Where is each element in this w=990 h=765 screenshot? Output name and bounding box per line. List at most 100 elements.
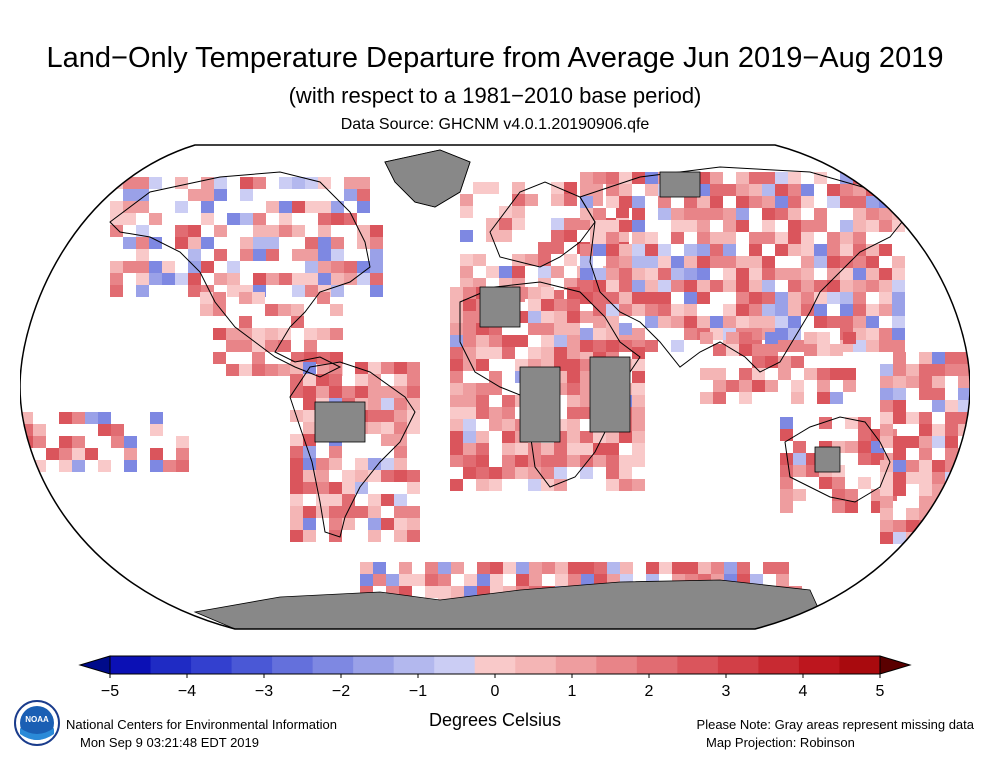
anomaly-cell [381, 422, 394, 434]
anomaly-cell [450, 419, 463, 431]
anomaly-cell [33, 424, 46, 436]
anomaly-cell [713, 368, 726, 380]
anomaly-cell [697, 268, 710, 280]
anomaly-cell [489, 335, 502, 347]
anomaly-cell [279, 213, 292, 225]
anomaly-cell [697, 208, 710, 220]
timestamp-label: Mon Sep 9 03:21:48 EDT 2019 [80, 735, 259, 750]
anomaly-cell [252, 364, 265, 376]
anomaly-cell [684, 196, 697, 208]
data-source-label: Data Source: GHCNM v4.0.1.20190906.qfe [340, 116, 650, 133]
anomaly-cell [606, 172, 619, 184]
anomaly-cell [710, 328, 723, 340]
anomaly-cell [593, 455, 606, 467]
anomaly-cell [619, 431, 632, 443]
colorbar-tick-label: 4 [799, 683, 808, 700]
anomaly-cell [619, 244, 632, 256]
anomaly-cell [580, 208, 593, 220]
anomaly-cell [176, 436, 189, 448]
anomaly-cell [580, 196, 593, 208]
anomaly-cell [580, 340, 593, 352]
anomaly-cell [945, 508, 958, 520]
anomaly-cell [136, 249, 149, 261]
anomaly-cell [227, 261, 240, 273]
anomaly-cell [827, 244, 840, 256]
anomaly-cell [303, 446, 316, 458]
anomaly-cell [541, 287, 554, 299]
anomaly-cell [749, 292, 762, 304]
anomaly-cell [919, 436, 932, 448]
colorbar-tick-label: 1 [568, 683, 577, 700]
anomaly-cell [239, 364, 252, 376]
anomaly-cell [149, 273, 162, 285]
anomaly-cell [700, 368, 713, 380]
north-america-outline [109, 171, 371, 378]
anomaly-cell [945, 364, 958, 376]
anomaly-cell [593, 244, 606, 256]
anomaly-cell [919, 496, 932, 508]
anomaly-cell [580, 244, 593, 256]
anomaly-cell [266, 201, 279, 213]
colorbar-tick-label: −3 [255, 683, 273, 700]
anomaly-cell [659, 562, 672, 574]
anomaly-cell [817, 332, 830, 344]
anomaly-cell [329, 446, 342, 458]
anomaly-cell [945, 412, 958, 424]
anomaly-cell [832, 477, 845, 489]
anomaly-cell [880, 364, 893, 376]
anomaly-cell [840, 280, 853, 292]
anomaly-cell [46, 448, 59, 460]
anomaly-cell [619, 292, 632, 304]
anomaly-cell [932, 376, 945, 388]
anomaly-cell [525, 194, 538, 206]
anomaly-cell [318, 225, 331, 237]
anomaly-cell [723, 316, 736, 328]
anomaly-cell [684, 304, 697, 316]
anomaly-cells [20, 172, 970, 622]
anomaly-cell [788, 268, 801, 280]
anomaly-cell [593, 220, 606, 232]
anomaly-cell [111, 436, 124, 448]
colorbar-swatches [78, 655, 912, 675]
anomaly-cell [775, 316, 788, 328]
anomaly-cell [801, 184, 814, 196]
anomaly-cell [919, 484, 932, 496]
colorbar-swatch [677, 656, 719, 674]
anomaly-cell [804, 368, 817, 380]
anomaly-cell [567, 311, 580, 323]
anomaly-cell [580, 431, 593, 443]
anomaly-cell [866, 268, 879, 280]
anomaly-cell [619, 479, 632, 491]
anomaly-cell [176, 448, 189, 460]
anomaly-cell [919, 532, 932, 544]
anomaly-cell [853, 208, 866, 220]
anomaly-cell [645, 232, 658, 244]
anomaly-cell [710, 208, 723, 220]
anomaly-cell [736, 280, 749, 292]
anomaly-cell [188, 273, 201, 285]
anomaly-cell [357, 177, 370, 189]
anomaly-cell [606, 328, 619, 340]
anomaly-cell [551, 266, 564, 278]
anomaly-cell [72, 448, 85, 460]
anomaly-cell [801, 280, 814, 292]
anomaly-cell [370, 249, 383, 261]
anomaly-cell [201, 237, 214, 249]
anomaly-cell [368, 494, 381, 506]
anomaly-cell [290, 506, 303, 518]
anomaly-cell [932, 496, 945, 508]
colorbar-swatch [272, 656, 314, 674]
anomaly-cell [919, 544, 932, 556]
anomaly-cell [318, 237, 331, 249]
anomaly-cell [201, 201, 214, 213]
anomaly-cell [290, 470, 303, 482]
anomaly-cell [460, 194, 473, 206]
anomaly-cell [739, 380, 752, 392]
anomaly-cell [580, 280, 593, 292]
anomaly-cell [892, 328, 905, 340]
anomaly-cell [775, 232, 788, 244]
anomaly-cell [788, 220, 801, 232]
anomaly-cell [252, 292, 265, 304]
anomaly-cell [201, 189, 214, 201]
anomaly-cell [386, 574, 399, 586]
